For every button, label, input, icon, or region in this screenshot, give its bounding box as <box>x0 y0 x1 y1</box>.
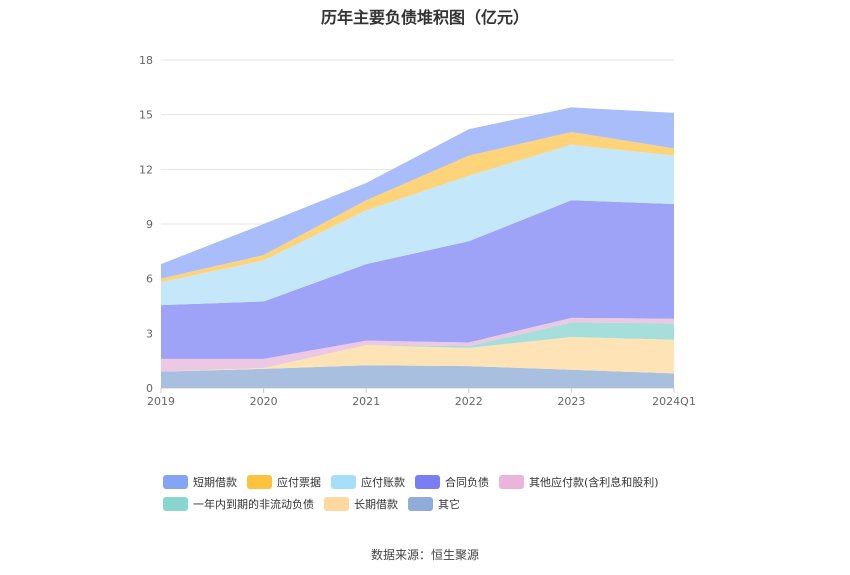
data-source: 数据来源：恒生聚源 <box>370 548 479 562</box>
legend-item[interactable]: 合同负债 <box>415 474 489 490</box>
area-其它 <box>161 365 674 388</box>
legend-label: 应付票据 <box>277 475 321 489</box>
area-其他应付款(含利息和股利) <box>161 317 674 372</box>
x-axis: 2019 2020 2021 2022 2023 2024Q1 <box>147 388 696 408</box>
y-axis: 0 3 6 9 12 15 18 <box>139 54 153 395</box>
legend-label: 长期借款 <box>354 497 398 511</box>
y-tick-label: 9 <box>146 218 153 231</box>
legend-label: 应付账款 <box>361 475 405 489</box>
legend-item[interactable]: 短期借款 <box>163 474 237 490</box>
area-series <box>161 107 674 388</box>
legend-swatch <box>331 474 356 489</box>
legend-item[interactable]: 一年内到期的非流动负债 <box>163 496 314 512</box>
legend-swatch <box>163 496 188 511</box>
legend-row: 一年内到期的非流动负债 长期借款 其它 <box>163 495 723 512</box>
y-tick-label: 6 <box>146 273 153 286</box>
legend-swatch <box>163 474 188 489</box>
legend-item[interactable]: 长期借款 <box>324 496 398 512</box>
legend-label: 其他应付款(含利息和股利) <box>529 475 659 489</box>
stacked-area-chart: 2019 2020 2021 2022 2023 2024Q1 0 3 6 9 12 15 18 <box>139 54 696 408</box>
legend-label: 合同负债 <box>445 475 489 489</box>
x-tick-label: 2020 <box>250 395 278 408</box>
legend: 短期借款 应付票据 应付账款 合同负债 其他应付款(含利息和股利) 一年内到期的非流动负债… <box>163 473 723 517</box>
area-应付账款 <box>161 144 674 306</box>
x-tick-label: 2019 <box>147 395 175 408</box>
x-tick-label: 2021 <box>352 395 380 408</box>
legend-swatch <box>415 474 440 489</box>
y-tick-label: 12 <box>139 163 153 176</box>
legend-swatch <box>499 474 524 489</box>
legend-label: 短期借款 <box>193 475 237 489</box>
y-tick-label: 15 <box>139 109 153 122</box>
legend-label: 一年内到期的非流动负债 <box>193 497 314 511</box>
area-一年内到期的非流动负债 <box>161 322 674 372</box>
legend-item[interactable]: 其它 <box>408 496 460 512</box>
legend-item[interactable]: 应付票据 <box>247 474 321 490</box>
x-tick-label: 2024Q1 <box>652 395 696 408</box>
legend-item[interactable]: 其他应付款(含利息和股利) <box>499 474 659 490</box>
legend-item[interactable]: 应付账款 <box>331 474 405 490</box>
y-tick-label: 18 <box>139 54 153 67</box>
legend-swatch <box>408 496 433 511</box>
legend-swatch <box>247 474 272 489</box>
area-长期借款 <box>161 336 674 374</box>
y-tick-label: 0 <box>146 382 153 395</box>
y-tick-label: 3 <box>146 327 153 340</box>
chart-title: 历年主要负债堆积图（亿元） <box>320 8 529 27</box>
legend-row: 短期借款 应付票据 应付账款 合同负债 其他应付款(含利息和股利) <box>163 473 723 490</box>
area-短期借款 <box>161 107 674 279</box>
area-应付票据 <box>161 131 674 283</box>
legend-swatch <box>324 496 349 511</box>
legend-label: 其它 <box>438 497 460 511</box>
x-tick-label: 2022 <box>455 395 483 408</box>
x-tick-label: 2023 <box>557 395 585 408</box>
area-合同负债 <box>161 200 674 359</box>
